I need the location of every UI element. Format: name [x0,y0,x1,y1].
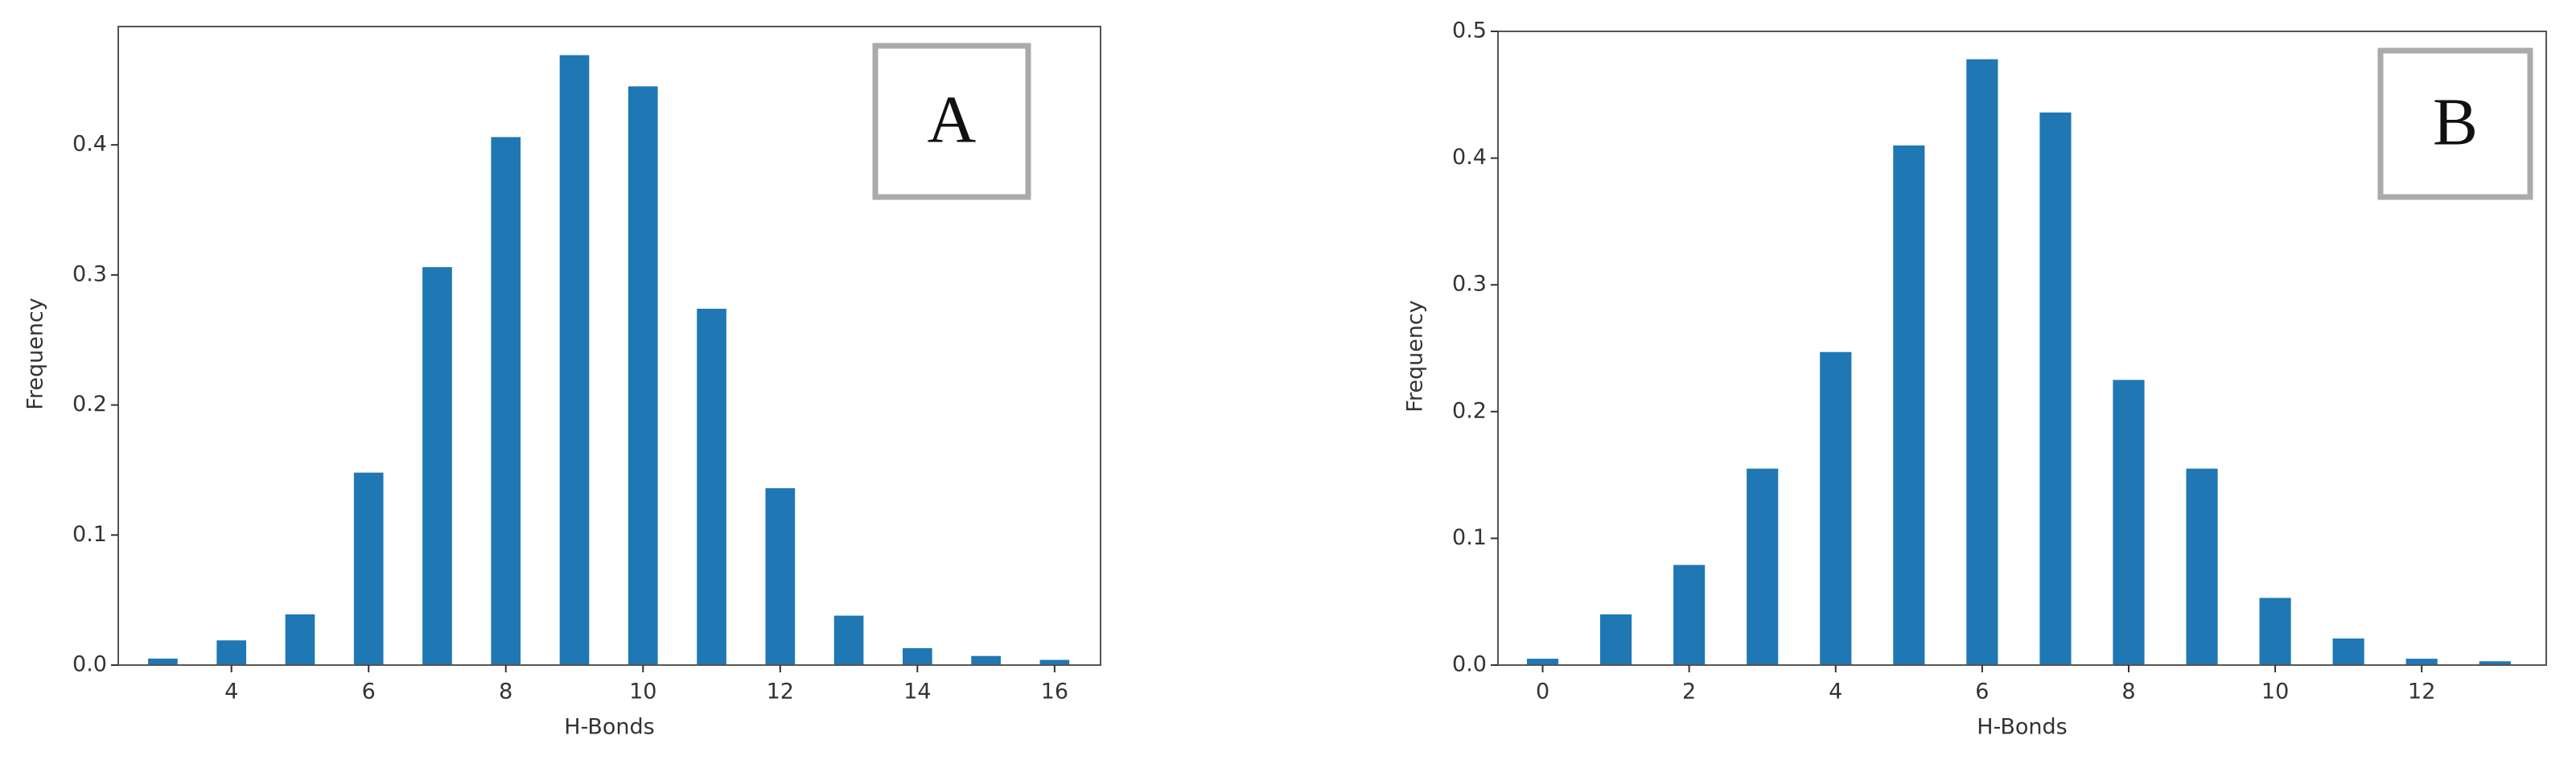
bar [903,647,932,665]
bar [285,614,315,665]
bar [971,655,1001,665]
y-tick-label: 0.3 [72,261,107,286]
annotation: B [2433,84,2478,159]
bar [697,308,726,665]
x-tick-label: 14 [903,680,931,704]
bar [1600,614,1632,665]
bar [148,658,178,665]
bar [1747,468,1779,665]
y-tick-label: 0.2 [1452,398,1487,423]
x-tick-label: 16 [1041,680,1068,704]
x-tick-label: 10 [629,680,656,704]
y-tick-label: 0.0 [1452,652,1487,677]
y-tick-label: 0.3 [1452,272,1487,297]
bar [491,137,521,666]
x-tick-label: 0 [1536,680,1549,704]
x-tick-label: 12 [767,680,794,704]
x-tick-label: 12 [2408,680,2435,704]
annotation-box [2377,47,2533,200]
y-tick-label: 0.4 [1452,145,1487,170]
bar [1820,351,1852,665]
bar [216,640,247,665]
y-tick-label: 0.2 [72,392,107,417]
bar [2405,659,2438,665]
bar [1893,145,1925,666]
bar [628,86,658,665]
x-tick-label: 2 [1682,680,1696,704]
bar [2479,661,2511,665]
bar [422,267,452,665]
axes-frame [117,26,1101,666]
x-axis-label: H-Bonds [1977,715,2067,740]
bar [1526,659,1559,665]
y-tick-label: 0.1 [1452,525,1487,550]
x-axis-label: H-Bonds [564,715,654,740]
bar [559,55,590,666]
y-tick-label: 0.0 [72,652,107,677]
annotation: A [928,82,977,157]
y-tick-label: 0.1 [72,522,107,547]
x-tick-label: 10 [2261,680,2289,704]
bar [1039,659,1070,665]
axes-frame [1497,31,2547,666]
x-tick-label: 4 [224,680,238,704]
x-tick-label: 6 [1975,680,1989,704]
bar [833,615,864,665]
y-axis-label: Frequency [23,298,48,410]
bar [2259,598,2291,665]
y-tick-label: 0.5 [1452,18,1487,43]
bar [2113,380,2145,665]
bar [2039,112,2072,665]
bar [1966,59,1998,665]
x-tick-label: 8 [499,680,512,704]
x-tick-label: 6 [362,680,376,704]
y-tick-label: 0.4 [72,132,107,157]
bar [2186,468,2218,665]
y-axis-label: Frequency [1403,300,1428,413]
bar [765,488,796,665]
annotation-box [872,43,1031,200]
bar [2332,638,2364,665]
x-tick-label: 4 [1829,680,1842,704]
bar [353,472,384,665]
x-tick-label: 8 [2121,680,2135,704]
bar [1673,565,1706,665]
